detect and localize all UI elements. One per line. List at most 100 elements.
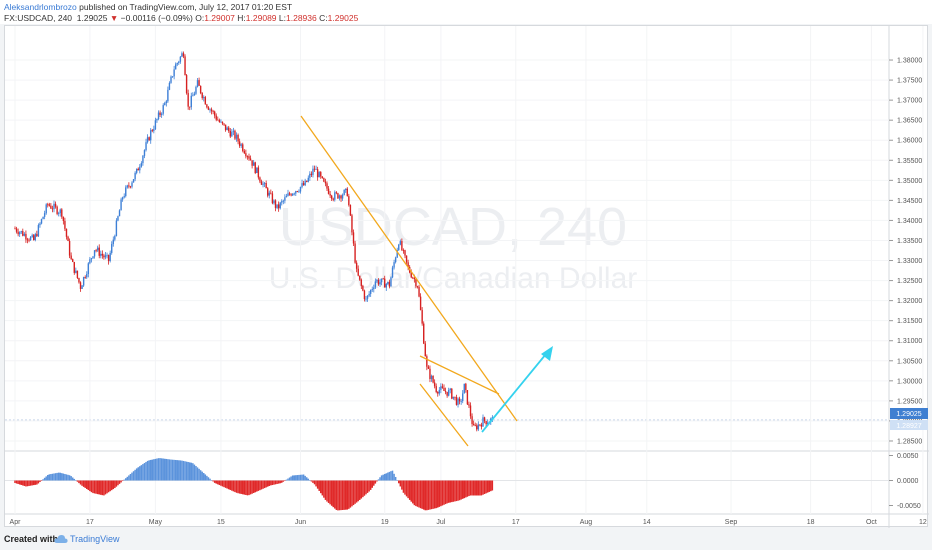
candle-body xyxy=(424,343,426,357)
osc-bar xyxy=(341,480,344,510)
price-axis[interactable]: 1.38000 1.37500 1.37000 1.36500 1.36000 1.355… xyxy=(889,58,922,510)
osc-bar xyxy=(268,480,271,486)
candle-body xyxy=(199,85,202,94)
tradingview-brand-link[interactable]: TradingView xyxy=(70,534,120,544)
candle-body xyxy=(413,277,416,280)
osc-bar xyxy=(112,480,115,490)
candle-body xyxy=(131,182,133,187)
osc-bar xyxy=(374,480,377,484)
candle-body xyxy=(315,169,317,170)
candle-body xyxy=(363,290,366,300)
chart-header: Aleksandrlombrozo published on TradingVi… xyxy=(0,0,932,24)
osc-bar xyxy=(198,468,200,481)
candle-body xyxy=(327,188,330,194)
candle-body xyxy=(295,191,297,194)
osc-bar xyxy=(480,480,483,496)
osc-bar xyxy=(140,465,143,481)
candle-body xyxy=(198,80,200,86)
published-text: published on TradingView.com, July 12, 2… xyxy=(79,2,293,12)
footer: Created with TradingView xyxy=(0,529,932,550)
osc-bar xyxy=(176,460,178,481)
osc-bar xyxy=(32,480,35,486)
osc-bar xyxy=(251,480,253,494)
price-chart[interactable]: USDCAD, 240 U.S. Dollar/Canadian Dollar … xyxy=(5,26,929,528)
candle-body xyxy=(75,270,77,273)
candle-body xyxy=(168,82,171,90)
osc-bar xyxy=(401,480,403,490)
projection-arrow-head[interactable] xyxy=(541,346,553,361)
osc-bar xyxy=(173,459,175,481)
candle-body xyxy=(50,205,52,209)
candle-body xyxy=(231,131,233,137)
osc-bar xyxy=(201,471,203,481)
candle-body xyxy=(146,137,149,143)
osc-bar xyxy=(89,480,91,492)
osc-bar xyxy=(295,475,297,481)
osc-bar xyxy=(354,480,356,504)
y-tick-label: 1.31500 xyxy=(897,318,922,325)
candle-body xyxy=(217,119,219,121)
osc-bar xyxy=(421,480,423,509)
osc-bar xyxy=(53,473,55,481)
candle-body xyxy=(480,424,483,427)
descending-trendline[interactable] xyxy=(300,115,518,422)
osc-bar xyxy=(103,480,105,496)
candle-body xyxy=(185,75,188,94)
osc-bar xyxy=(474,480,476,496)
osc-bar xyxy=(162,458,164,481)
candle-body xyxy=(432,375,434,383)
y-tick-label: 1.30000 xyxy=(897,378,922,385)
wedge-upper-line[interactable] xyxy=(419,355,500,395)
osc-bar xyxy=(121,480,124,482)
candle-body xyxy=(332,198,334,200)
osc-bar xyxy=(329,480,331,505)
candle-body xyxy=(204,97,207,105)
osc-bar xyxy=(373,480,375,486)
close-label: C: xyxy=(319,13,328,23)
osc-bar xyxy=(330,480,333,506)
candle-body xyxy=(404,250,406,256)
osc-bar xyxy=(224,480,227,488)
candle-body xyxy=(18,232,21,235)
time-axis[interactable]: Apr 17 May 15 Jun 19 Jul 17 Aug 14 Sep 18 Oct 12 xyxy=(10,519,927,526)
candle-body xyxy=(365,298,367,300)
osc-bar xyxy=(237,480,239,494)
candle-body xyxy=(354,243,356,263)
chart-container[interactable]: USDCAD, 240 U.S. Dollar/Canadian Dollar … xyxy=(4,25,929,528)
osc-bar xyxy=(380,475,383,481)
author-link[interactable]: Aleksandrlombrozo xyxy=(4,2,77,12)
candle-body xyxy=(209,109,211,111)
candle-body xyxy=(162,105,164,114)
candle-body xyxy=(67,236,69,241)
candle-body xyxy=(259,177,261,182)
osc-bar xyxy=(419,480,422,509)
watermark-symbol: USDCAD, 240 xyxy=(279,197,627,257)
drawings[interactable] xyxy=(300,115,553,447)
candle-body xyxy=(257,167,260,178)
wedge-lower-line[interactable] xyxy=(419,383,469,447)
osc-bar xyxy=(135,468,138,481)
projection-arrow-line[interactable] xyxy=(481,353,547,433)
candle-body xyxy=(412,277,414,279)
y-tick-label: 1.36000 xyxy=(897,138,922,145)
osc-bar xyxy=(327,480,330,503)
osc-bar xyxy=(190,462,193,481)
osc-bar xyxy=(324,480,327,500)
osc-bar xyxy=(54,473,57,481)
osc-bar xyxy=(441,480,444,506)
candle-body xyxy=(196,80,199,87)
open-value: 1.29007 xyxy=(204,13,235,23)
osc-bar xyxy=(426,480,428,511)
candle-body xyxy=(237,134,239,142)
osc-bar xyxy=(357,480,359,502)
osc-bar xyxy=(206,475,208,481)
candle-body xyxy=(402,250,405,251)
osc-bar xyxy=(71,477,74,481)
candle-body xyxy=(426,356,428,367)
osc-bar xyxy=(368,480,370,492)
x-tick-label: Sep xyxy=(725,519,738,526)
osc-bar xyxy=(20,480,22,485)
osc-bar xyxy=(156,458,158,481)
osc-bar xyxy=(199,470,202,481)
price-change: −0.00116 (−0.09%) xyxy=(120,13,193,23)
